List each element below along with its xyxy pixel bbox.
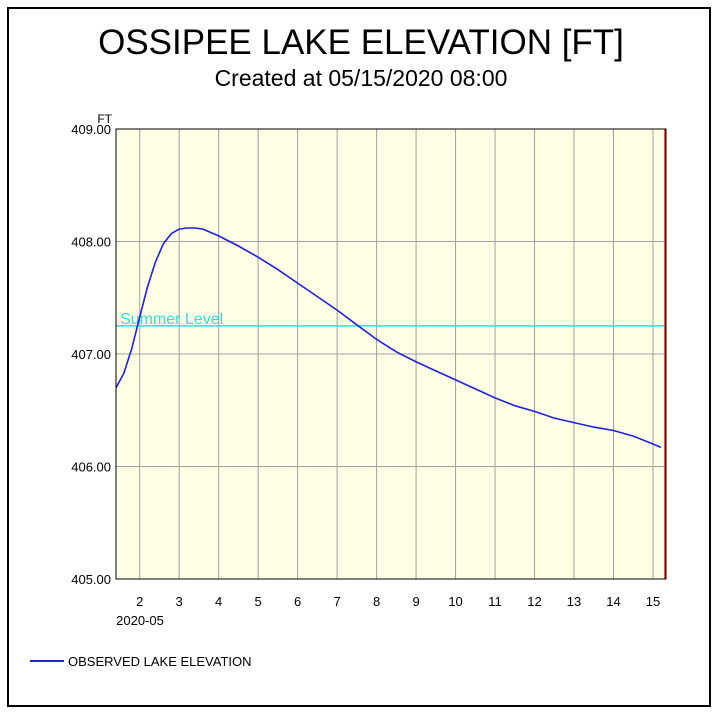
y-axis-ticks: 405.00 406.00 407.00 408.00 409.00 [71, 122, 111, 587]
y-tick-label: 408.00 [71, 235, 111, 250]
x-tick-label: 5 [255, 594, 262, 609]
y-tick-label: 409.00 [71, 122, 111, 137]
observed-elevation-line [115, 227, 662, 449]
x-tick-label: 11 [488, 594, 502, 609]
x-tick-label: 15 [646, 594, 660, 609]
chart-title: OSSIPEE LAKE ELEVATION [FT] [98, 23, 624, 62]
x-tick-label: 7 [333, 594, 340, 609]
x-tick-label: 3 [176, 594, 183, 609]
plot-border [115, 128, 667, 580]
y-axis-unit: FT [97, 112, 112, 126]
x-tick-label: 12 [527, 594, 541, 609]
x-tick-label: 2 [136, 594, 143, 609]
x-tick-label: 8 [373, 594, 380, 609]
x-tick-label: 13 [567, 594, 581, 609]
x-tick-label: 6 [294, 594, 301, 609]
x-tick-label: 9 [412, 594, 419, 609]
y-tick-label: 407.00 [71, 347, 111, 362]
x-tick-label: 14 [606, 594, 620, 609]
chart-subtitle: Created at 05/15/2020 08:00 [215, 65, 508, 91]
legend-label: OBSERVED LAKE ELEVATION [68, 654, 252, 669]
x-tick-label: 4 [215, 594, 222, 609]
summer-level-label: Summer Level [120, 311, 223, 328]
y-tick-label: 406.00 [71, 460, 111, 475]
x-tick-label: 10 [448, 594, 462, 609]
y-tick-label: 405.00 [71, 572, 111, 587]
x-axis-month-label: 2020-05 [116, 613, 164, 628]
x-axis-ticks: 2 3 4 5 6 7 8 9 10 11 12 13 14 15 [136, 594, 660, 609]
